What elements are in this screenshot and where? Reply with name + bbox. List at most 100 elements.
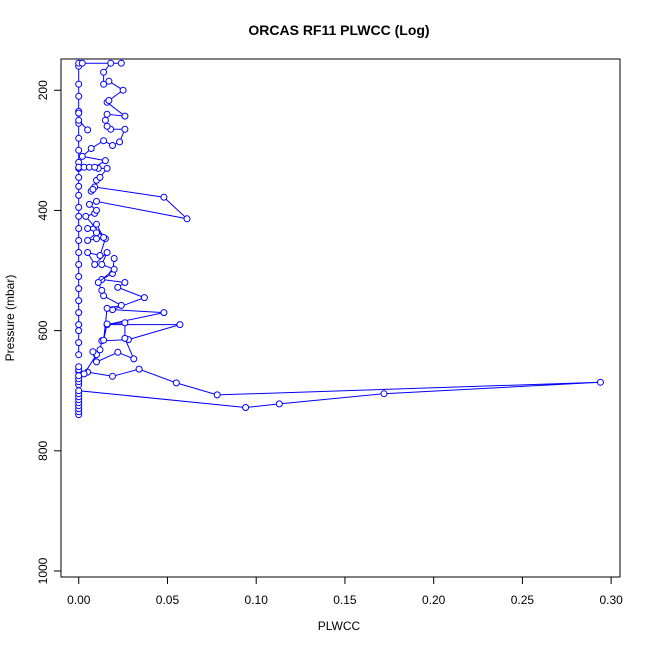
- data-point: [110, 255, 118, 262]
- data-point: [109, 372, 116, 380]
- data-point: [96, 346, 104, 354]
- data-point: [80, 370, 88, 378]
- data-point: [75, 146, 83, 154]
- x-tick-label: 0.00: [67, 593, 91, 607]
- data-point: [75, 225, 83, 232]
- data-point: [75, 80, 83, 88]
- x-tick-label: 0.05: [156, 593, 180, 607]
- data-point: [114, 348, 122, 356]
- data-point: [84, 126, 92, 134]
- data-point: [93, 197, 100, 205]
- x-axis: 0.00 0.05 0.10 0.15 0.20 0.25 0.30: [67, 577, 623, 607]
- data-point: [100, 137, 108, 145]
- data-point: [75, 191, 83, 199]
- data-point: [75, 327, 83, 335]
- y-axis: 200 400 600 800 1000: [36, 80, 61, 584]
- data-point: [160, 309, 168, 317]
- data-point: [85, 200, 93, 208]
- data-point: [103, 304, 111, 312]
- series-line: [78, 366, 601, 415]
- data-point: [75, 285, 83, 293]
- y-tick-label: 400: [36, 200, 50, 220]
- data-point: [100, 234, 108, 241]
- data-point: [75, 309, 83, 317]
- data-point: [75, 134, 83, 142]
- data-point: [380, 390, 388, 398]
- data-point: [101, 116, 109, 124]
- data-point: [597, 378, 604, 386]
- data-point: [121, 125, 129, 133]
- plot-frame: [60, 58, 621, 578]
- data-point: [117, 59, 125, 67]
- y-tick-label: 800: [36, 440, 50, 460]
- data-point: [121, 319, 129, 327]
- data-point: [103, 249, 111, 256]
- data-point: [94, 279, 102, 286]
- data-point: [110, 265, 118, 273]
- data-point: [75, 261, 83, 268]
- data-point: [75, 339, 83, 347]
- data-point: [121, 279, 129, 286]
- data-point: [105, 77, 113, 85]
- data-point: [75, 173, 83, 181]
- data-point: [75, 116, 83, 124]
- data-point: [93, 229, 100, 237]
- data-point: [75, 182, 83, 190]
- data-point: [84, 237, 92, 244]
- x-tick-label: 0.10: [245, 593, 269, 607]
- data-point: [75, 237, 83, 244]
- data-point: [121, 334, 129, 342]
- data-point: [93, 206, 100, 214]
- data-point: [101, 157, 109, 165]
- data-point: [89, 348, 97, 356]
- data-point: [100, 80, 108, 88]
- data-point: [96, 252, 104, 259]
- series-2: [75, 255, 184, 389]
- x-axis-label: PLWCC: [318, 619, 361, 633]
- series-line: [78, 258, 181, 385]
- data-point: [183, 215, 191, 223]
- data-point: [75, 351, 83, 359]
- series-1: [75, 363, 604, 419]
- data-point: [160, 193, 168, 201]
- data-point: [242, 404, 250, 411]
- data-point: [78, 152, 86, 160]
- data-point: [75, 249, 83, 256]
- data-point: [75, 92, 83, 100]
- data-point: [105, 97, 113, 104]
- data-point: [130, 355, 138, 363]
- data-point: [100, 68, 108, 76]
- data-point: [75, 109, 83, 117]
- data-point: [98, 261, 106, 268]
- data-point: [176, 321, 184, 329]
- data-point: [103, 320, 111, 328]
- x-tick-label: 0.20: [422, 593, 446, 607]
- chart-title: ORCAS RF11 PLWCC (Log): [248, 22, 429, 38]
- y-tick-label: 200: [36, 80, 50, 100]
- data-point: [91, 261, 99, 268]
- y-tick-label: 600: [36, 320, 50, 340]
- data-point: [103, 122, 111, 130]
- x-tick-label: 0.30: [599, 593, 623, 607]
- data-point: [75, 387, 83, 395]
- data-point: [84, 249, 92, 256]
- data-point: [78, 59, 86, 67]
- data-point: [98, 286, 106, 294]
- data-point: [89, 185, 97, 193]
- data-point: [87, 145, 95, 152]
- series-3: [75, 59, 83, 359]
- data-point: [75, 203, 83, 211]
- data-point: [103, 164, 111, 172]
- data-point: [93, 220, 100, 228]
- y-tick-label: 1000: [36, 557, 50, 584]
- data-point: [84, 225, 92, 232]
- x-tick-label: 0.15: [333, 593, 357, 607]
- y-axis-label: Pressure (mbar): [3, 275, 17, 362]
- data-point: [135, 365, 143, 373]
- series-5: [75, 109, 92, 134]
- data-point: [75, 297, 83, 305]
- data-point: [116, 138, 124, 146]
- data-point: [75, 273, 83, 280]
- data-point: [75, 363, 83, 371]
